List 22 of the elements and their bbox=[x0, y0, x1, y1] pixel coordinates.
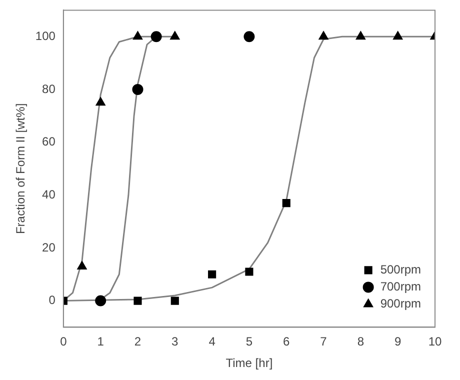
x-tick-label: 3 bbox=[172, 334, 179, 349]
y-tick-label: 60 bbox=[42, 134, 56, 149]
x-tick-label: 10 bbox=[428, 334, 442, 349]
legend-label: 700rpm bbox=[380, 280, 422, 294]
x-tick-label: 9 bbox=[394, 334, 402, 349]
y-tick-label: 80 bbox=[42, 82, 56, 96]
x-tick-label: 1 bbox=[97, 334, 104, 349]
y-tick-label: 40 bbox=[42, 187, 56, 202]
x-tick-label: 0 bbox=[60, 334, 68, 349]
y-tick-label: 20 bbox=[42, 240, 56, 254]
x-tick-label: 7 bbox=[320, 334, 328, 349]
x-tick-label: 8 bbox=[357, 334, 364, 349]
y-axis-title: Fraction of Form II [wt%] bbox=[14, 103, 28, 234]
x-tick-label: 6 bbox=[283, 334, 290, 349]
x-tick-label: 4 bbox=[208, 334, 216, 349]
x-tick-label: 5 bbox=[246, 334, 253, 349]
y-tick-label: 0 bbox=[48, 293, 56, 308]
y-tick-label: 100 bbox=[35, 28, 56, 43]
x-axis-title: Time [hr] bbox=[226, 356, 273, 370]
legend-label: 500rpm bbox=[380, 262, 422, 277]
x-tick-label: 2 bbox=[134, 334, 142, 349]
legend-label: 900rpm bbox=[380, 296, 422, 311]
